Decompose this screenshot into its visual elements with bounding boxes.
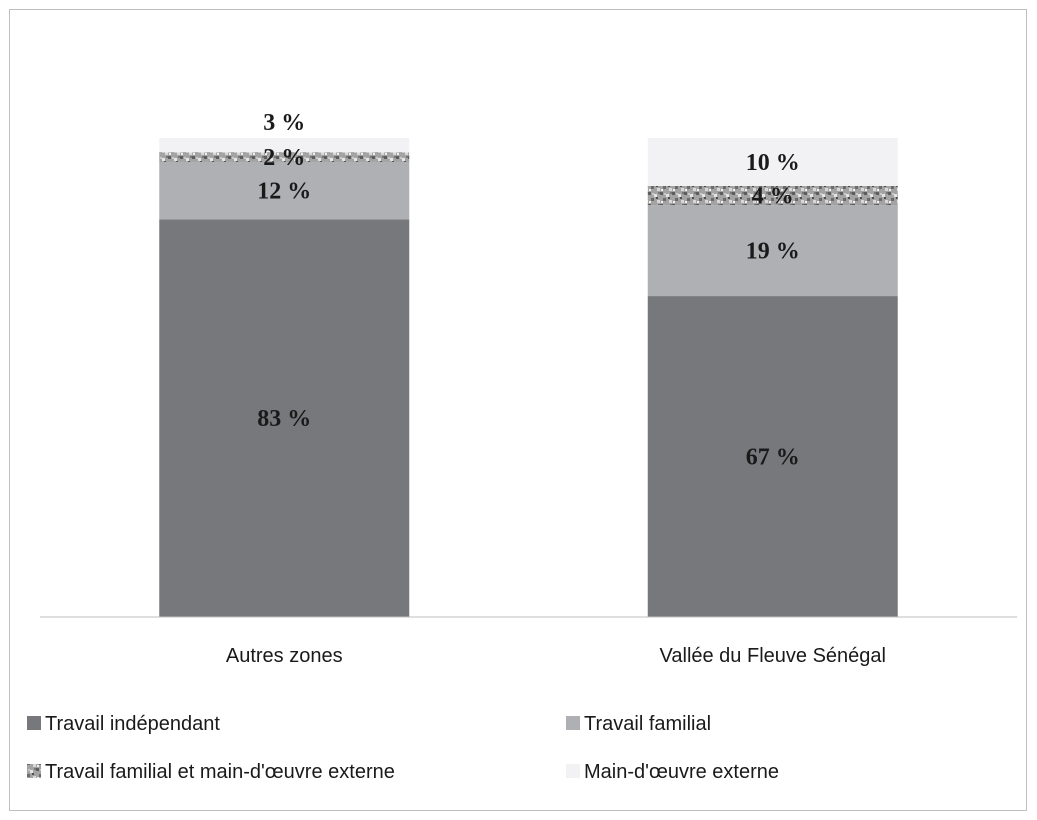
legend-item-travail-independant: Travail indépendant xyxy=(27,713,220,735)
legend-label-travail-independant: Travail indépendant xyxy=(45,713,220,735)
data-label-travail-independant-vallee-du-fleuve-senegal: 67 % xyxy=(746,445,800,471)
legend-swatch-main-d-uvre-externe xyxy=(566,764,580,778)
category-label-autres-zones: Autres zones xyxy=(226,645,343,667)
legend-swatch-travail-independant xyxy=(27,716,41,730)
bar-segment-main-d-uvre-externe-autres-zones xyxy=(159,138,410,153)
bar-segment-travail-independant-vallee-du-fleuve-senegal xyxy=(647,296,898,617)
data-label-travail-familial-autres-zones: 12 % xyxy=(257,179,311,205)
bar-segment-travail-familial-vallee-du-fleuve-senegal xyxy=(647,205,898,297)
legend-item-travail-familial-et-main-d-uvre-externe: Travail familial et main-d'œuvre externe xyxy=(27,761,395,783)
legend-item-travail-familial: Travail familial xyxy=(566,713,711,735)
legend-label-travail-familial: Travail familial xyxy=(584,713,711,735)
bar-segment-travail-independant-autres-zones xyxy=(159,219,410,617)
legend-label-travail-familial-et-main-d-uvre-externe: Travail familial et main-d'œuvre externe xyxy=(45,761,395,783)
legend: Travail indépendant Travail familial Trava… xyxy=(27,713,779,783)
bars-layer xyxy=(159,138,898,617)
bar-segment-travail-familial-et-main-d-uvre-externe-autres-zones xyxy=(159,152,410,162)
data-label-travail-familial-vallee-du-fleuve-senegal: 19 % xyxy=(746,239,800,265)
bar-segment-travail-familial-et-main-d-uvre-externe-vallee-du-fleuve-senegal xyxy=(647,185,898,206)
legend-swatch-travail-familial-et-main-d-uvre-externe xyxy=(27,764,41,778)
category-labels-layer: Autres zones Vallée du Fleuve Sénégal xyxy=(226,645,886,667)
bar-segment-main-d-uvre-externe-vallee-du-fleuve-senegal xyxy=(647,138,898,186)
data-label-main-d-uvre-externe-autres-zones: 3 % xyxy=(263,110,305,136)
category-label-vallee-du-fleuve-senegal: Vallée du Fleuve Sénégal xyxy=(660,645,886,667)
data-label-travail-familial-et-main-d-uvre-externe-autres-zones: 2 % xyxy=(263,145,305,171)
data-label-travail-familial-et-main-d-uvre-externe-vallee-du-fleuve-senegal: 4 % xyxy=(752,183,794,209)
legend-label-main-d-uvre-externe: Main-d'œuvre externe xyxy=(584,761,779,783)
data-label-main-d-uvre-externe-vallee-du-fleuve-senegal: 10 % xyxy=(746,150,800,176)
segment-labels-layer: 83 % 12 % 2 % 3 % 67 % 19 % 4 % 10 % xyxy=(257,110,800,471)
bar-segment-travail-familial-autres-zones xyxy=(159,161,410,220)
data-label-travail-independant-autres-zones: 83 % xyxy=(257,406,311,432)
legend-swatch-travail-familial xyxy=(566,716,580,730)
legend-item-main-d-uvre-externe: Main-d'œuvre externe xyxy=(566,761,779,783)
